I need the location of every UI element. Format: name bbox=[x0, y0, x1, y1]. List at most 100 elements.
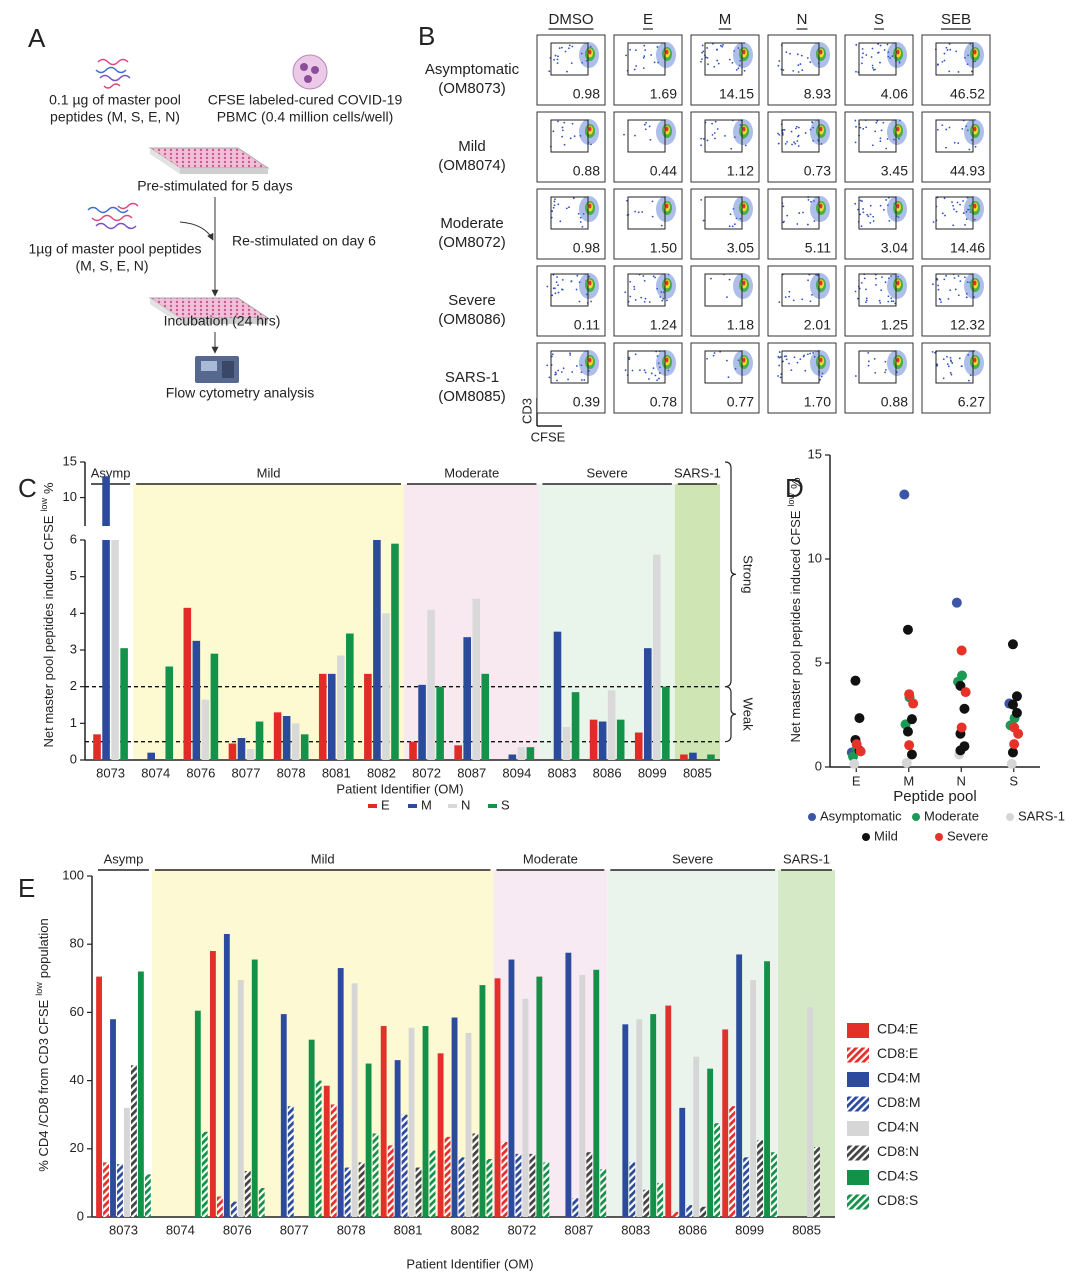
x-tick-label: 8078 bbox=[277, 765, 306, 780]
event-dot bbox=[557, 291, 560, 294]
bar bbox=[194, 1010, 201, 1217]
event-dot bbox=[569, 352, 571, 355]
event-dot bbox=[931, 350, 934, 353]
event-dot bbox=[968, 148, 971, 151]
legend-swatch bbox=[847, 1121, 869, 1136]
event-dot bbox=[737, 67, 740, 70]
x-tick-label: 8072 bbox=[412, 765, 441, 780]
bar bbox=[287, 1106, 294, 1217]
x-tick-label: 8081 bbox=[394, 1222, 423, 1237]
legend-label: E bbox=[381, 797, 390, 812]
y-label-text: % CD4 /CD8 from CD3 CFSE bbox=[36, 999, 51, 1171]
plot-frame bbox=[921, 342, 991, 414]
data-point bbox=[957, 670, 968, 681]
bar bbox=[364, 673, 372, 760]
event-dot bbox=[897, 275, 899, 278]
event-dot bbox=[797, 145, 800, 147]
event-dot bbox=[706, 139, 709, 142]
bar bbox=[327, 673, 336, 760]
event-dot bbox=[966, 63, 969, 66]
x-tick-label: N bbox=[957, 773, 966, 788]
legend-swatch bbox=[847, 1194, 869, 1210]
event-dot bbox=[666, 299, 668, 302]
x-tick-label: 8074 bbox=[141, 765, 170, 780]
dot-plot bbox=[690, 265, 760, 337]
plot-frame bbox=[613, 111, 683, 183]
event-dot bbox=[729, 213, 732, 216]
bar bbox=[282, 716, 291, 760]
bar bbox=[693, 1056, 700, 1217]
event-dot bbox=[716, 128, 719, 130]
dot-plot bbox=[613, 188, 683, 260]
event-dot bbox=[702, 50, 705, 53]
group-label: Moderate bbox=[523, 851, 578, 866]
dot-plot bbox=[536, 265, 606, 337]
bar bbox=[144, 1174, 151, 1217]
event-dot bbox=[965, 296, 968, 299]
event-dot bbox=[553, 58, 556, 61]
event-dot bbox=[783, 128, 786, 131]
event-dot bbox=[660, 224, 663, 227]
event-dot bbox=[551, 294, 554, 297]
dot-plot bbox=[844, 111, 914, 183]
event-dot bbox=[735, 68, 738, 71]
event-dot bbox=[788, 290, 791, 293]
bar bbox=[237, 738, 246, 760]
event-dot bbox=[802, 211, 804, 214]
gate-value: 3.04 bbox=[881, 240, 908, 256]
dot-plot bbox=[921, 111, 991, 183]
event-dot bbox=[891, 55, 894, 58]
data-point bbox=[906, 749, 917, 760]
dot-plot bbox=[921, 34, 991, 106]
event-dot bbox=[807, 198, 810, 201]
event-dot bbox=[799, 63, 802, 65]
event-dot bbox=[945, 146, 947, 149]
data-point bbox=[854, 713, 865, 724]
y-label-text: Net master pool peptides induced CFSE bbox=[41, 515, 56, 747]
bar bbox=[598, 721, 607, 760]
event-dot bbox=[790, 130, 793, 133]
legend-marker bbox=[1006, 813, 1014, 821]
panel-label: C bbox=[18, 473, 37, 503]
event-dot bbox=[568, 47, 570, 50]
y-tick-label: 100 bbox=[62, 867, 84, 882]
x-tick-label: 8072 bbox=[507, 1222, 536, 1237]
event-dot bbox=[568, 44, 571, 47]
event-dot bbox=[879, 301, 882, 304]
event-dot bbox=[899, 119, 901, 122]
row-id: (OM8085) bbox=[438, 388, 506, 405]
event-dot bbox=[700, 137, 703, 140]
event-dot bbox=[797, 64, 800, 67]
event-dot bbox=[936, 128, 939, 131]
event-dot bbox=[862, 52, 864, 55]
group-label: SARS-1 bbox=[674, 465, 721, 480]
event-dot bbox=[806, 57, 809, 59]
event-dot bbox=[801, 69, 804, 72]
gate bbox=[704, 350, 743, 384]
bar bbox=[562, 727, 571, 760]
event-dot bbox=[556, 276, 558, 278]
gate-value: 8.93 bbox=[804, 86, 831, 102]
x-tick-label: 8083 bbox=[621, 1222, 650, 1237]
event-dot bbox=[890, 275, 892, 277]
bar bbox=[454, 745, 462, 760]
data-point bbox=[951, 597, 962, 608]
event-dot bbox=[794, 127, 797, 130]
population-core bbox=[973, 126, 977, 132]
event-dot bbox=[555, 281, 558, 284]
bar bbox=[444, 1136, 451, 1217]
bar bbox=[308, 1039, 315, 1217]
bar bbox=[589, 719, 598, 760]
bar bbox=[771, 1152, 777, 1217]
event-dot bbox=[637, 211, 640, 214]
event-dot bbox=[667, 273, 670, 276]
x-axis-label: Peptide pool bbox=[893, 788, 976, 805]
plot-frame bbox=[613, 265, 683, 337]
x-tick-label: 8082 bbox=[451, 1222, 480, 1237]
bar bbox=[387, 1145, 394, 1217]
event-dot bbox=[796, 140, 799, 142]
population-core bbox=[742, 126, 746, 132]
group-label: Severe bbox=[587, 465, 628, 480]
event-dot bbox=[734, 367, 737, 370]
event-dot bbox=[628, 358, 631, 360]
